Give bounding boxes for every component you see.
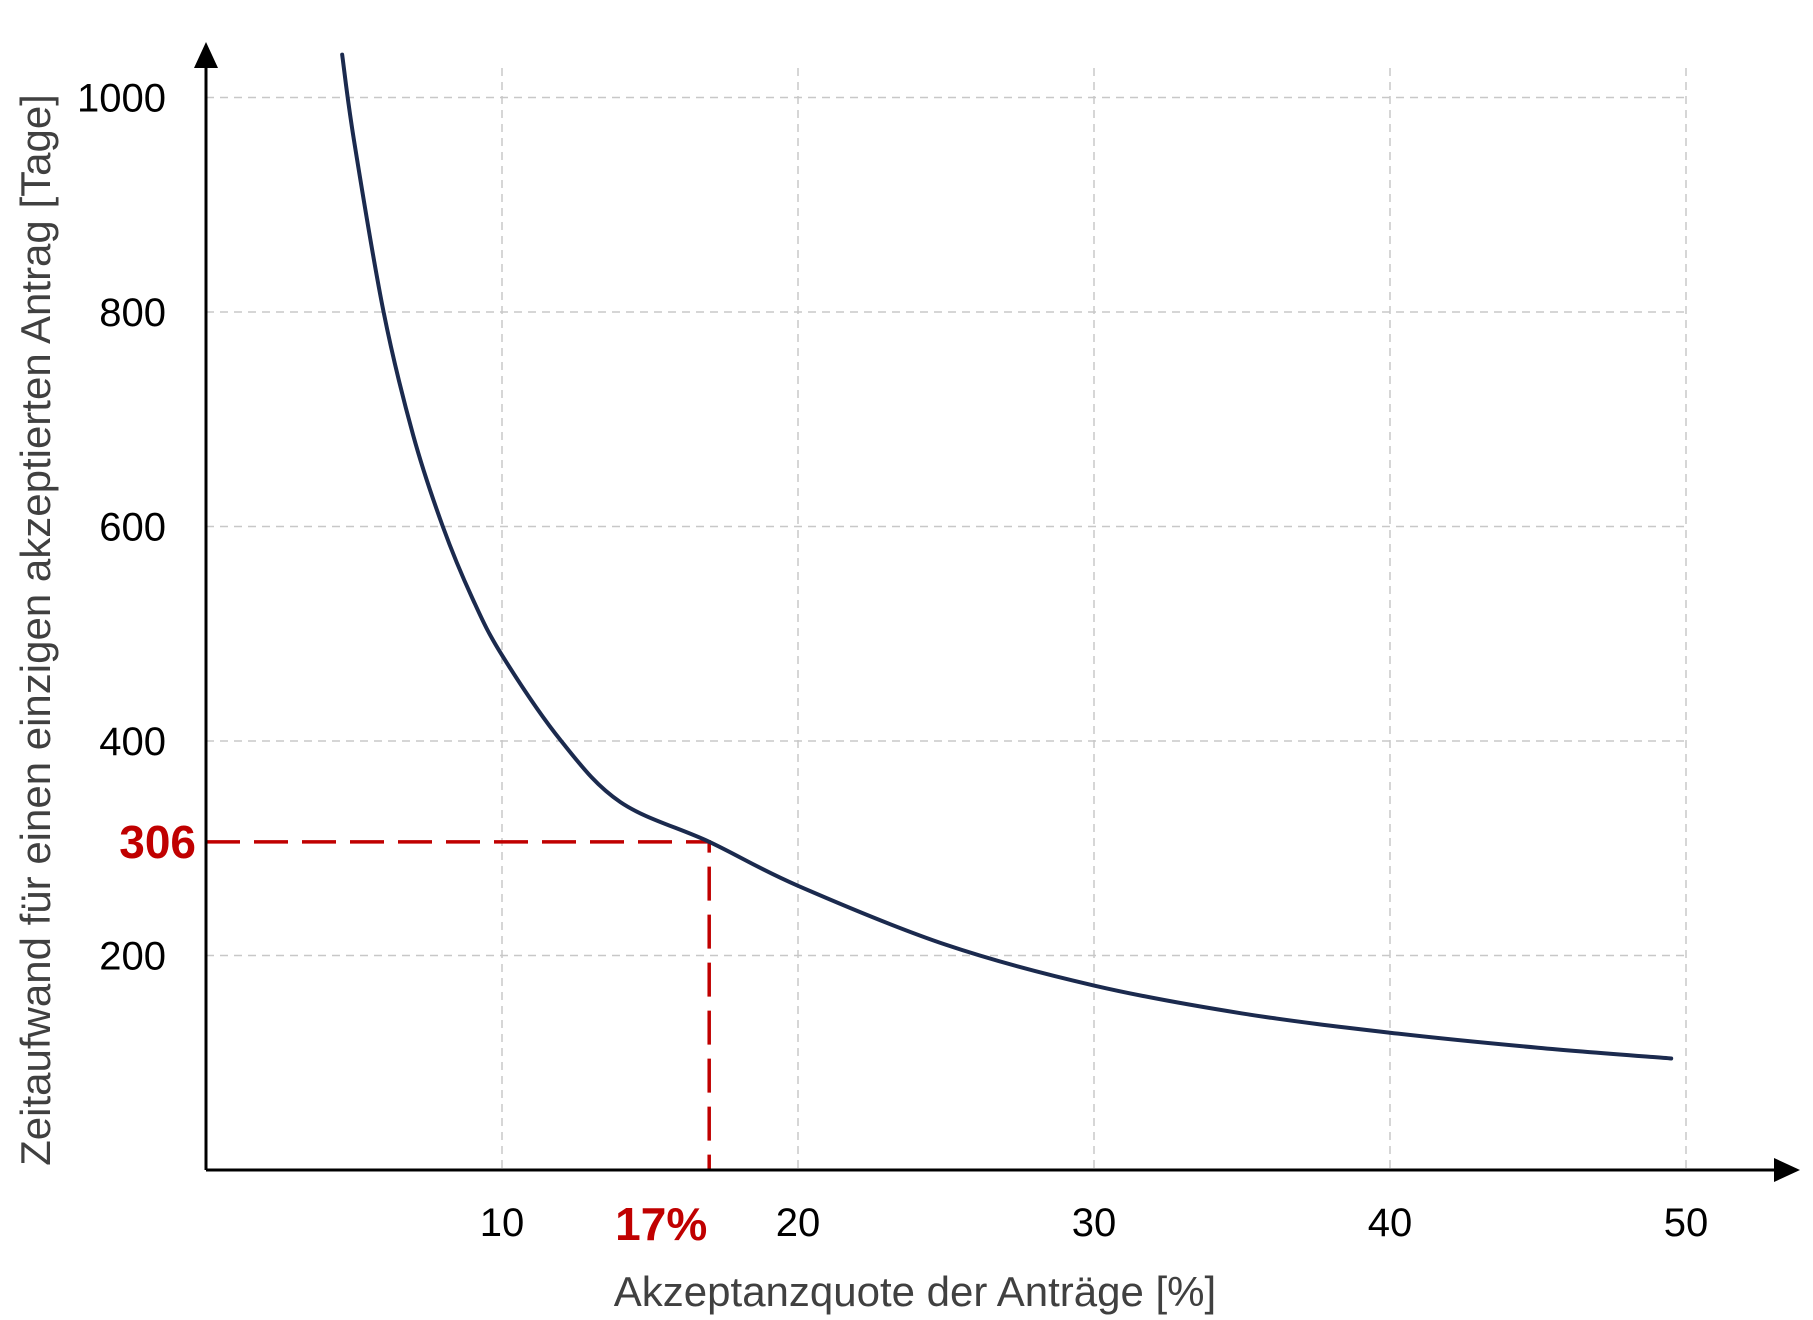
y-axis-title: Zeitaufwand für einen einzigen akzeptier… bbox=[12, 94, 59, 1166]
y-tick-label-800: 800 bbox=[99, 291, 166, 335]
y-tick-label-600: 600 bbox=[99, 506, 166, 550]
axes bbox=[194, 42, 1800, 1182]
x-tick-label-40: 40 bbox=[1368, 1201, 1413, 1245]
tick-labels: 10 20 30 40 50 200 400 600 800 1000 bbox=[77, 77, 1708, 1246]
x-tick-label-10: 10 bbox=[480, 1201, 525, 1245]
data-series bbox=[340, 52, 1674, 1061]
series-line bbox=[340, 52, 1674, 1061]
y-tick-label-1000: 1000 bbox=[77, 77, 166, 121]
highlight-labels: 17% 306 bbox=[119, 816, 707, 1250]
grid-lines bbox=[206, 68, 1690, 1170]
highlight-x-label: 17% bbox=[615, 1198, 707, 1250]
y-axis-arrow bbox=[194, 42, 218, 68]
highlight-guide-line bbox=[206, 840, 711, 1170]
y-tick-label-200: 200 bbox=[99, 935, 166, 979]
x-axis-arrow bbox=[1774, 1158, 1800, 1182]
x-axis-title: Akzeptanzquote der Anträge [%] bbox=[614, 1268, 1216, 1315]
x-tick-label-30: 30 bbox=[1072, 1201, 1117, 1245]
axis-titles: Akzeptanzquote der Anträge [%] Zeitaufwa… bbox=[12, 94, 1216, 1315]
highlight-guides bbox=[206, 840, 711, 1170]
x-tick-label-50: 50 bbox=[1664, 1201, 1709, 1245]
highlight-y-label: 306 bbox=[119, 816, 196, 868]
x-tick-label-20: 20 bbox=[776, 1201, 821, 1245]
y-tick-label-400: 400 bbox=[99, 720, 166, 764]
